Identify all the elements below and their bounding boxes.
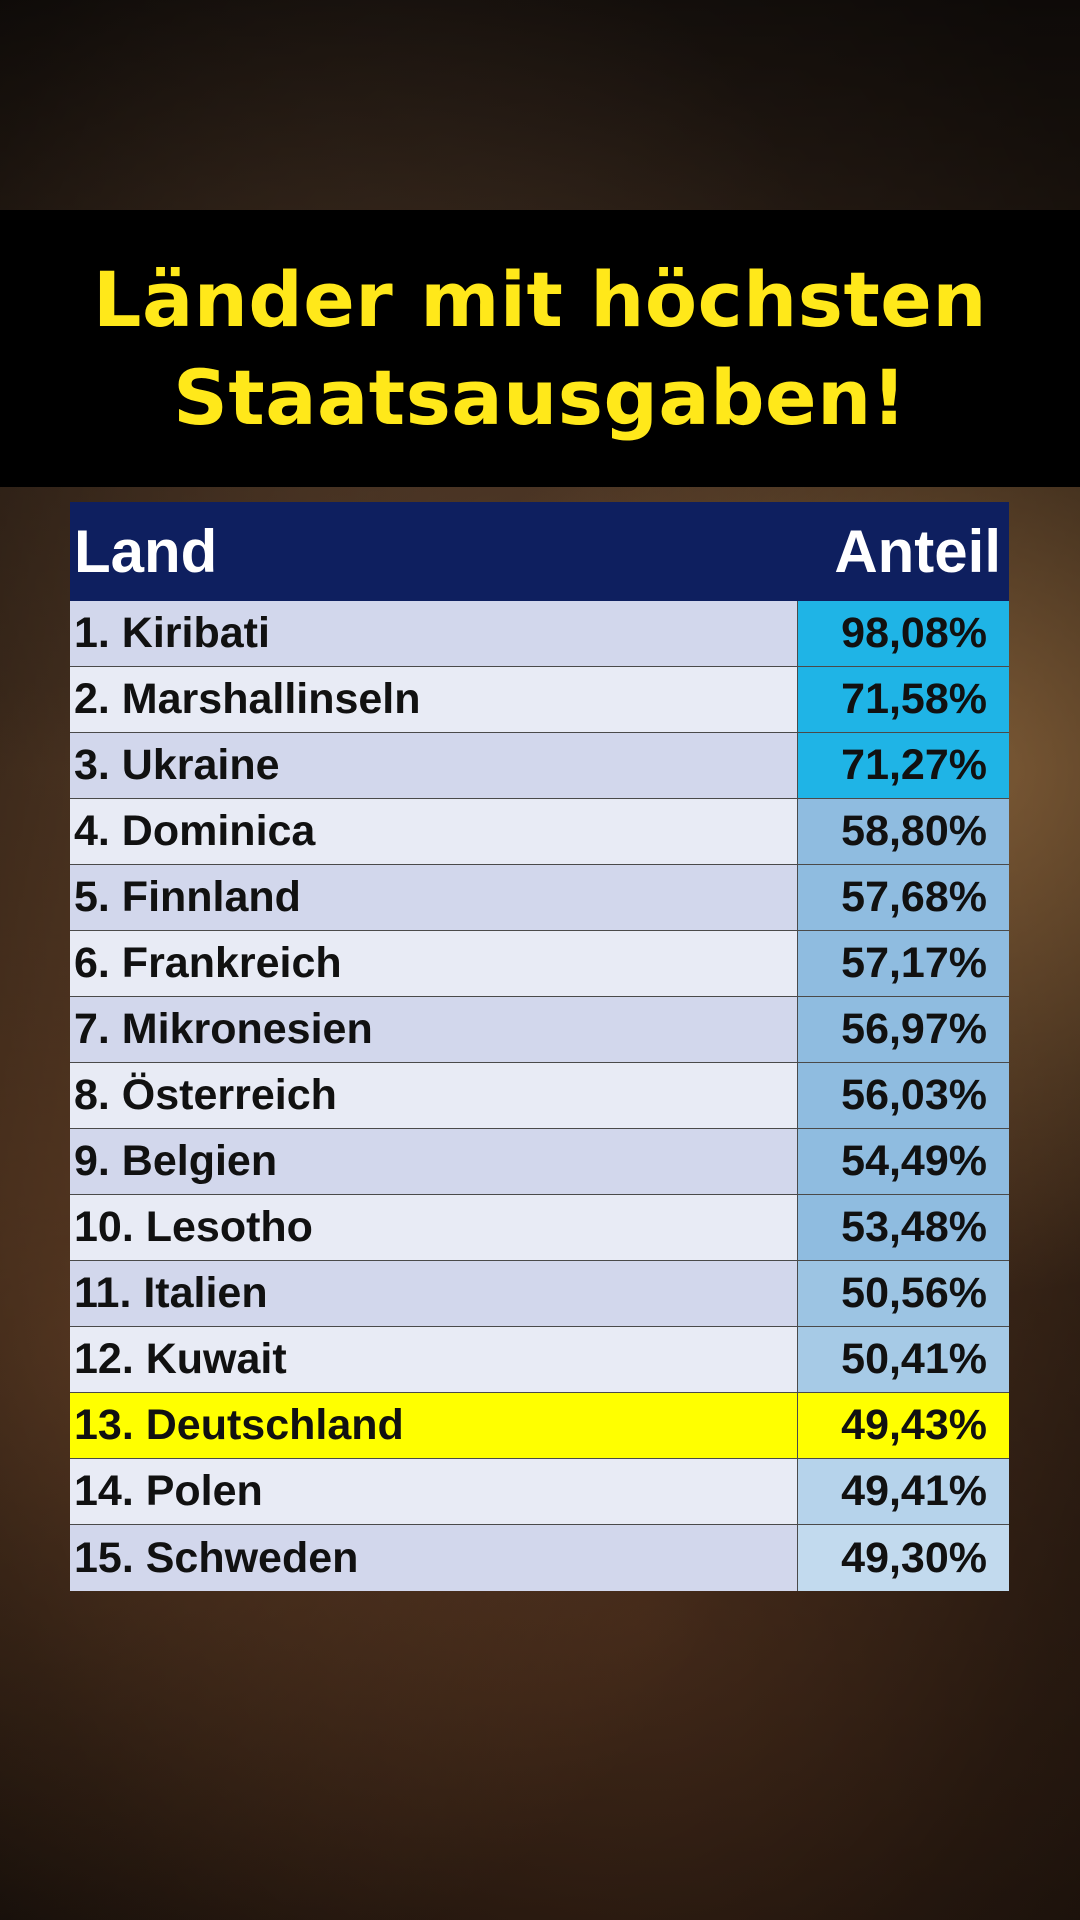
share-cell: 49,30% bbox=[798, 1525, 1009, 1591]
share-cell: 56,97% bbox=[798, 997, 1009, 1062]
table-row: 10. Lesotho 53,48% bbox=[70, 1195, 1009, 1261]
country-cell: 11. Italien bbox=[70, 1261, 798, 1326]
table-row: 6. Frankreich 57,17% bbox=[70, 931, 1009, 997]
country-cell: 4. Dominica bbox=[70, 799, 798, 864]
country-cell: 2. Marshallinseln bbox=[70, 667, 798, 732]
country-cell: 9. Belgien bbox=[70, 1129, 798, 1194]
share-cell: 56,03% bbox=[798, 1063, 1009, 1128]
share-cell: 71,58% bbox=[798, 667, 1009, 732]
country-cell: 3. Ukraine bbox=[70, 733, 798, 798]
table-row: 5. Finnland 57,68% bbox=[70, 865, 1009, 931]
share-cell: 98,08% bbox=[798, 601, 1009, 666]
country-cell: 5. Finnland bbox=[70, 865, 798, 930]
table-row: 8. Österreich 56,03% bbox=[70, 1063, 1009, 1129]
share-cell: 71,27% bbox=[798, 733, 1009, 798]
title-banner: Länder mit höchsten Staatsausgaben! bbox=[0, 210, 1080, 487]
share-cell: 54,49% bbox=[798, 1129, 1009, 1194]
share-cell: 49,41% bbox=[798, 1459, 1009, 1524]
title-line-1: Länder mit höchsten bbox=[93, 254, 987, 344]
table-row: 13. Deutschland 49,43% bbox=[70, 1393, 1009, 1459]
share-cell: 50,56% bbox=[798, 1261, 1009, 1326]
country-cell: 15. Schweden bbox=[70, 1525, 798, 1591]
country-cell: 10. Lesotho bbox=[70, 1195, 798, 1260]
table-row: 4. Dominica 58,80% bbox=[70, 799, 1009, 865]
country-cell: 8. Österreich bbox=[70, 1063, 798, 1128]
table-header: Land Anteil bbox=[70, 502, 1009, 601]
share-cell: 50,41% bbox=[798, 1327, 1009, 1392]
country-cell: 6. Frankreich bbox=[70, 931, 798, 996]
country-cell: 12. Kuwait bbox=[70, 1327, 798, 1392]
table-row: 12. Kuwait 50,41% bbox=[70, 1327, 1009, 1393]
table-row: 1. Kiribati 98,08% bbox=[70, 601, 1009, 667]
ranking-table: Land Anteil 1. Kiribati 98,08% 2. Marshall… bbox=[70, 502, 1009, 1591]
title-line-2: Staatsausgaben! bbox=[173, 352, 907, 442]
country-cell: 7. Mikronesien bbox=[70, 997, 798, 1062]
table-body: 1. Kiribati 98,08% 2. Marshallinseln 71,58%… bbox=[70, 601, 1009, 1591]
table-row: 9. Belgien 54,49% bbox=[70, 1129, 1009, 1195]
table-row: 3. Ukraine 71,27% bbox=[70, 733, 1009, 799]
country-cell: 13. Deutschland bbox=[70, 1393, 798, 1458]
table-row: 7. Mikronesien 56,97% bbox=[70, 997, 1009, 1063]
header-anteil: Anteil bbox=[834, 518, 1001, 585]
table-row: 14. Polen 49,41% bbox=[70, 1459, 1009, 1525]
share-cell: 58,80% bbox=[798, 799, 1009, 864]
table-row: 11. Italien 50,56% bbox=[70, 1261, 1009, 1327]
header-land: Land bbox=[74, 518, 218, 585]
table-row: 2. Marshallinseln 71,58% bbox=[70, 667, 1009, 733]
table-row: 15. Schweden 49,30% bbox=[70, 1525, 1009, 1591]
share-cell: 53,48% bbox=[798, 1195, 1009, 1260]
share-cell: 57,17% bbox=[798, 931, 1009, 996]
country-cell: 14. Polen bbox=[70, 1459, 798, 1524]
country-cell: 1. Kiribati bbox=[70, 601, 798, 666]
share-cell: 57,68% bbox=[798, 865, 1009, 930]
share-cell: 49,43% bbox=[798, 1393, 1009, 1458]
